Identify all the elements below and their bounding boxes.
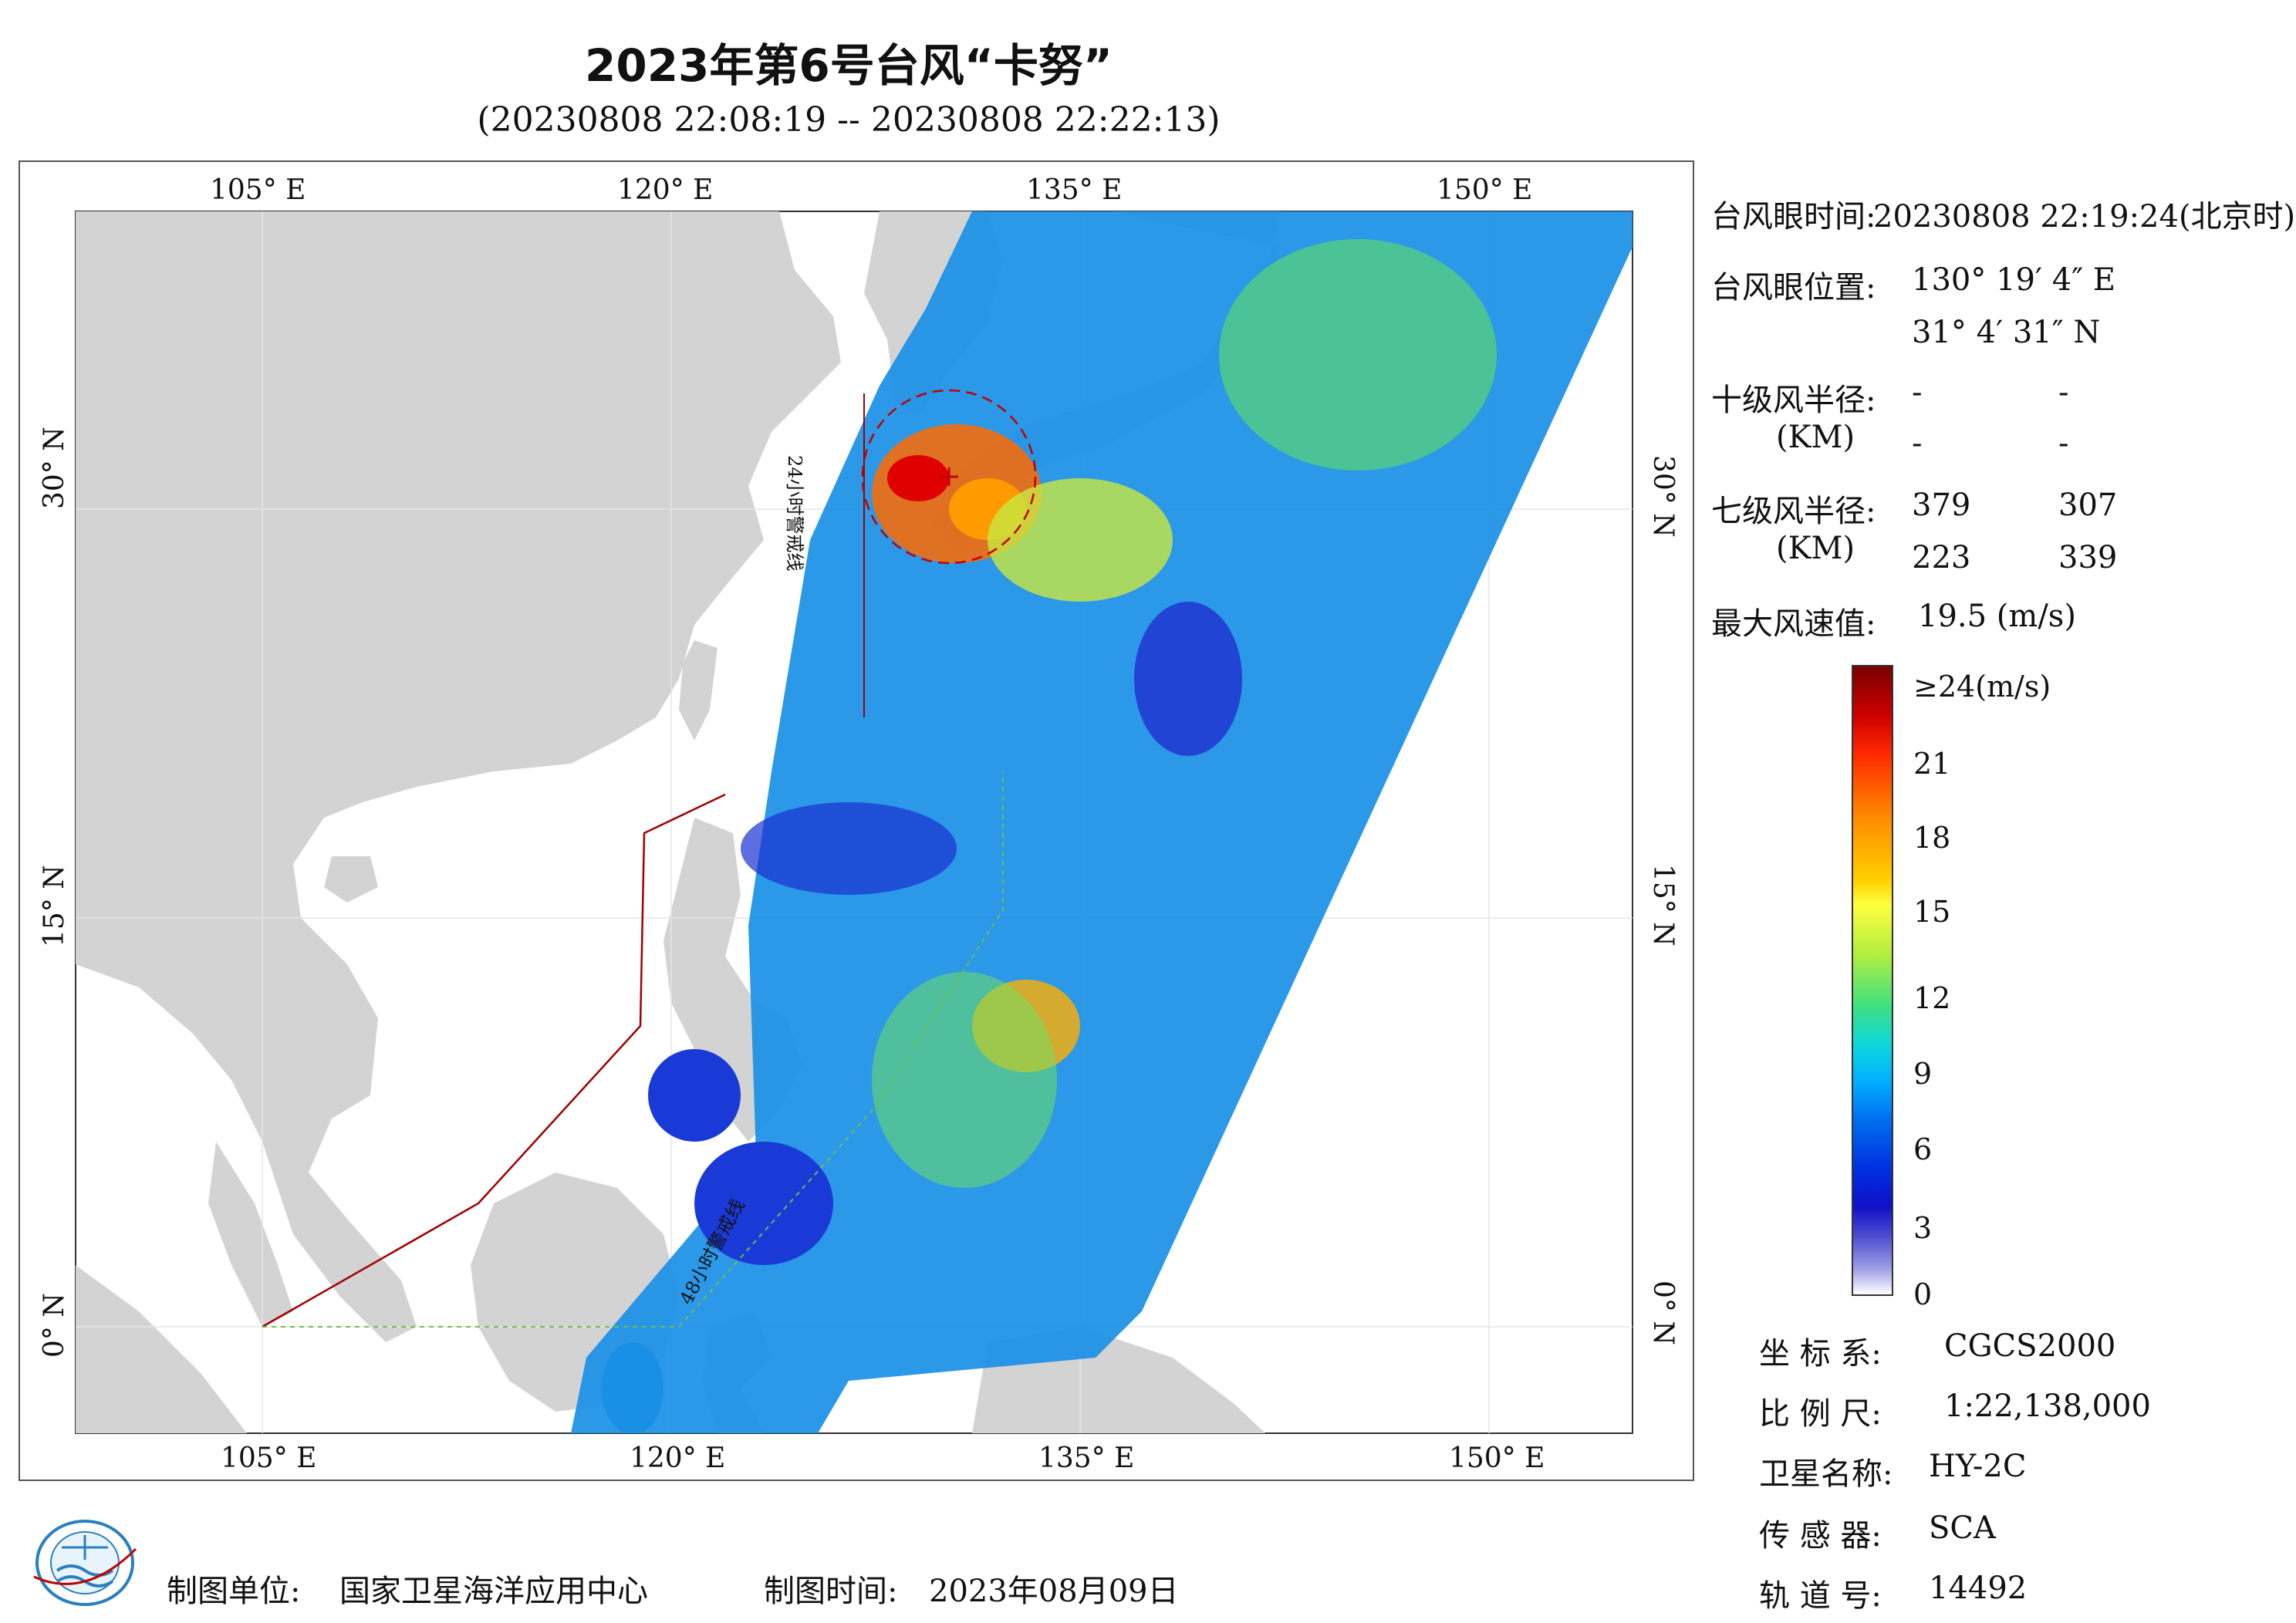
map-title: 2023年第6号台风“卡努” [584,39,1113,92]
lon-label-bottom-135: 135° E [1038,1442,1135,1474]
land-asia-mainland [76,211,841,1342]
r10-value-nw: - [2058,426,2069,461]
land-hainan [324,856,378,903]
scale-label: 比 例 尺: [1759,1396,1882,1432]
track-label-24h: 24小时警戒线 [784,455,805,572]
wind-swath [571,211,1633,1433]
legend-label-18: 18 [1913,821,1951,855]
lon-label-top-135: 135° E [1026,174,1123,206]
lat-label-left-15: 15° N [39,865,70,947]
warning-line-48h [262,793,726,1328]
wind-swath-patches [602,239,1497,1433]
crs-value: CGCS2000 [1944,1328,2116,1364]
lon-label-bottom-105: 105° E [221,1442,317,1474]
r10-value-ne: - [1912,375,1923,410]
sensor-label: 传 感 器: [1759,1518,1882,1554]
typhoon-eye-marker [940,467,958,486]
r7-value-se: 307 [2058,488,2118,523]
satellite-label: 卫星名称: [1759,1456,1893,1492]
r10-value-se: - [2058,375,2069,410]
eye-time-label: 台风眼时间: [1711,199,1876,235]
eye-pos-label: 台风眼位置: [1711,270,1876,305]
lat-label-left-0: 0° N [39,1293,70,1358]
legend-label-15: 15 [1913,895,1951,929]
r7-unit: (KM) [1776,531,1855,566]
lat-label-right-0: 0° N [1647,1281,1679,1345]
date-label: 制图时间: [764,1574,898,1609]
lon-label-top-105: 105° E [210,174,306,206]
r7-value-nw: 339 [2058,540,2118,575]
sensor-value: SCA [1929,1510,1996,1546]
producer-label: 制图单位: [167,1574,301,1609]
warning-line-green [262,771,1004,1328]
wind-speed-colorbar [1852,665,1893,1296]
scale-value: 1:22,138,000 [1944,1388,2151,1424]
max-wind-value: 19.5 (m/s) [1918,599,2076,634]
legend-label-21: 21 [1913,747,1951,781]
land-sumatra [76,1265,247,1433]
lat-label-left-30: 30° N [39,427,70,509]
lat-label-right-30: 30° N [1647,455,1679,538]
legend-label-6: 6 [1913,1132,1933,1166]
satellite-value: HY-2C [1929,1449,2027,1484]
crs-label: 坐 标 系: [1759,1336,1882,1372]
date-value: 2023年08月09日 [929,1574,1179,1609]
lat-label-right-15: 15° N [1647,864,1679,946]
land-taiwan [679,640,718,741]
legend-label-0: 0 [1913,1277,1933,1311]
legend-label-24: ≥24(m/s) [1913,670,2051,704]
legend-label-9: 9 [1913,1057,1933,1091]
max-wind-label: 最大风速值: [1711,606,1876,642]
map-frame [19,160,1694,1481]
legend-label-12: 12 [1913,981,1951,1015]
noc-logo-icon [33,1520,137,1606]
eye-lon: 130° 19′ 4″ E [1912,262,2116,298]
orbit-value: 14492 [1929,1571,2028,1606]
typhoon-eye-circle [861,389,1037,565]
legend-label-3: 3 [1913,1211,1933,1245]
lon-label-bottom-120: 120° E [630,1442,726,1474]
r10-value-sw: - [1912,426,1923,461]
land-malay-peninsula [208,1142,293,1327]
r7-value-ne: 379 [1912,488,1971,523]
eye-lat: 31° 4′ 31″ N [1912,315,2101,350]
r10-unit: (KM) [1776,420,1855,455]
lon-label-top-150: 150° E [1437,174,1533,206]
lon-label-bottom-150: 150° E [1449,1442,1545,1474]
r7-value-sw: 223 [1912,540,1971,575]
map-subtitle: (20230808 22:08:19 -- 20230808 22:22:13) [477,100,1221,140]
lon-label-top-120: 120° E [617,174,714,206]
r10-label: 十级风半径: [1711,383,1876,418]
producer-value: 国家卫星海洋应用中心 [339,1574,648,1609]
r7-label: 七级风半径: [1711,494,1876,529]
orbit-label: 轨 道 号: [1759,1578,1882,1614]
eye-time-value: 20230808 22:19:24(北京时) [1873,199,2296,235]
